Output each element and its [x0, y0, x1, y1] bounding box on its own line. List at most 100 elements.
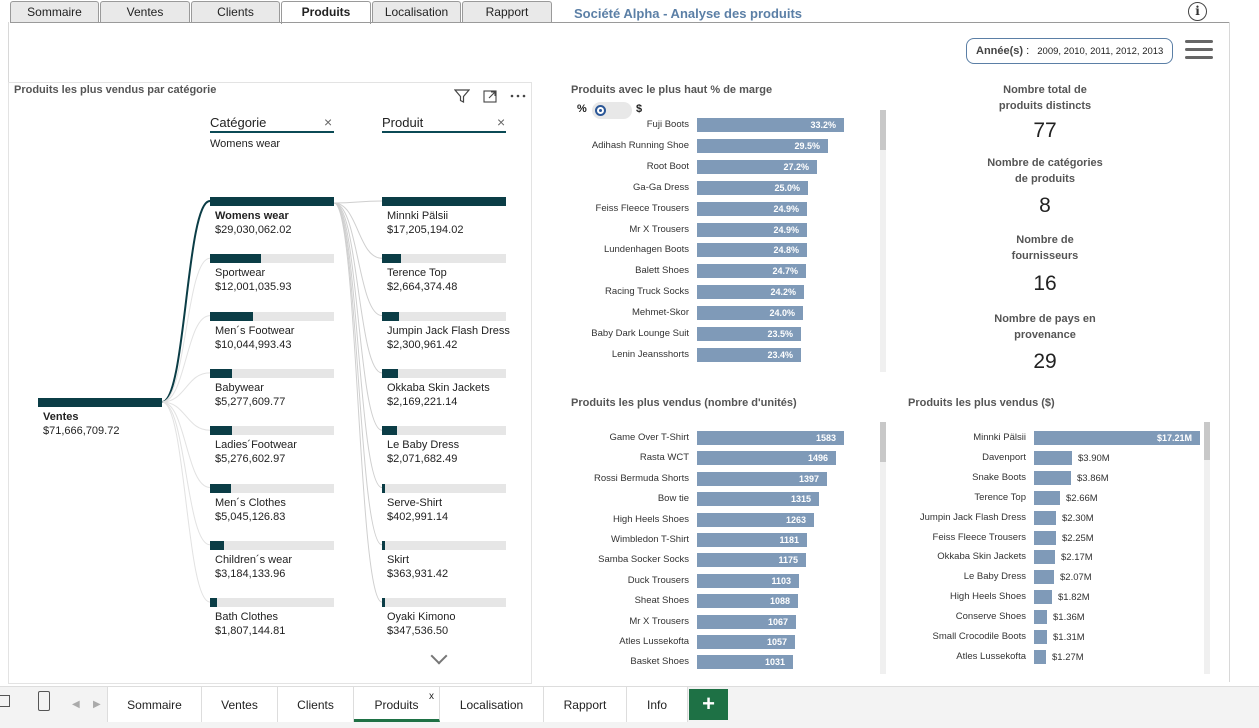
bar[interactable] [697, 138, 828, 153]
bar-value-label: $1.36M [1053, 612, 1085, 624]
product-name: Le Baby Dress [387, 439, 460, 452]
top-tab-ventes[interactable]: Ventes [100, 1, 190, 23]
bar[interactable] [697, 180, 808, 195]
bar[interactable] [1034, 590, 1052, 605]
bar-value-label: 1031 [764, 657, 785, 668]
top-tab-produits[interactable]: Produits [281, 1, 371, 24]
prev-tab-icon[interactable]: ◀ [72, 699, 80, 710]
tree-connectors [161, 200, 383, 603]
bar[interactable] [1034, 490, 1060, 505]
bar[interactable] [1034, 470, 1071, 485]
year-slicer[interactable]: Année(s) : 2009, 2010, 2011, 2012, 2013 [966, 38, 1173, 64]
bar[interactable] [1034, 450, 1072, 465]
bar[interactable] [1034, 610, 1047, 625]
bar[interactable] [697, 347, 801, 362]
bottom-tab-localisation[interactable]: Localisation [440, 687, 544, 722]
level-filter-category: Womens wear [210, 138, 281, 150]
bar-value-label: $1.31M [1053, 632, 1085, 643]
mobile-view-icon[interactable] [38, 691, 50, 711]
bar[interactable] [697, 327, 801, 341]
desktop-view-icon[interactable] [0, 695, 10, 707]
bar[interactable] [1034, 570, 1054, 585]
margin-chart-scroll-thumb[interactable] [880, 110, 886, 150]
bar[interactable] [1034, 510, 1056, 525]
bar[interactable] [697, 573, 799, 588]
top-tab-rapport[interactable]: Rapport [462, 1, 552, 23]
remove-level-product-icon[interactable]: × [497, 114, 506, 130]
close-tab-icon[interactable]: x [429, 691, 434, 702]
top-tab-localisation[interactable]: Localisation [372, 1, 461, 23]
bar[interactable] [1034, 530, 1056, 545]
menu-icon[interactable] [1185, 40, 1213, 60]
bar-value-label: 1181 [779, 535, 799, 545]
bar[interactable] [697, 512, 814, 527]
more-options-icon[interactable] [510, 93, 526, 99]
bar-category-label: Rossi Bermuda Shorts [593, 472, 689, 484]
bar-category-label: Lenin Jeansshorts [611, 348, 689, 360]
sales-chart-scroll-thumb[interactable] [1204, 422, 1210, 460]
category-value: $5,276,602.97 [215, 453, 286, 466]
bar[interactable] [1034, 431, 1200, 445]
focus-mode-icon[interactable] [483, 89, 498, 104]
sales-chart-scrollbar[interactable] [1204, 422, 1210, 674]
bar-category-label: Adihash Running Shoe [591, 139, 689, 151]
info-icon[interactable]: i [1188, 2, 1207, 21]
bottom-tab-produits[interactable]: Produits [354, 687, 440, 722]
units-chart-scrollbar[interactable] [880, 422, 886, 674]
category-bar-track [210, 368, 334, 378]
bar[interactable] [1034, 630, 1047, 644]
bar[interactable] [1034, 550, 1055, 565]
bottom-tab-ventes[interactable]: Ventes [202, 687, 278, 722]
connector [161, 257, 211, 403]
bottom-tab-clients[interactable]: Clients [278, 687, 354, 722]
product-bar-fill [382, 483, 385, 493]
bar-value-label: $1.82M [1058, 592, 1090, 604]
top-tab-clients[interactable]: Clients [191, 1, 280, 23]
bar[interactable] [697, 553, 806, 568]
category-name: Men´s Footwear [215, 324, 295, 337]
bar[interactable] [697, 533, 807, 547]
bar[interactable] [697, 471, 827, 486]
bottom-tab-info[interactable]: Info [627, 687, 688, 722]
filter-icon[interactable] [454, 88, 470, 104]
bar[interactable] [697, 614, 796, 629]
tab-divider [10, 22, 1230, 23]
units-chart-scroll-thumb[interactable] [880, 422, 886, 462]
next-tab-icon[interactable]: ▶ [93, 699, 101, 710]
category-bar-track [210, 311, 334, 321]
bottom-tab-rapport[interactable]: Rapport [544, 687, 627, 722]
product-bar-track [382, 426, 506, 436]
bar[interactable] [697, 492, 819, 507]
product-bar-track [382, 368, 506, 378]
bar[interactable] [697, 243, 807, 258]
category-name: Ladies´Footwear [215, 439, 297, 452]
bar[interactable] [697, 264, 806, 279]
bar[interactable] [697, 431, 844, 445]
remove-level-category-icon[interactable]: × [324, 114, 333, 130]
bar[interactable] [1034, 649, 1046, 664]
level-header-category: Catégorie [210, 115, 267, 130]
category-value: $29,030,062.02 [215, 224, 292, 236]
bar[interactable] [697, 635, 795, 649]
bar[interactable] [697, 451, 836, 466]
bar[interactable] [697, 594, 798, 609]
decomposition-tree: Produits les plus vendus par catégorie C… [8, 82, 532, 684]
category-name: Children´s wear [215, 553, 293, 566]
bar[interactable] [697, 201, 807, 216]
bottom-tab-sommaire[interactable]: Sommaire [107, 687, 202, 722]
margin-chart-scrollbar[interactable] [880, 110, 886, 372]
product-value: $363,931.42 [387, 567, 449, 580]
category-name: Bath Clothes [215, 611, 278, 624]
bar[interactable] [697, 118, 844, 132]
add-page-button[interactable]: + [689, 689, 728, 720]
percent-dollar-toggle[interactable] [592, 102, 632, 119]
bar-category-label: Okkaba Skin Jackets [937, 551, 1026, 563]
bar[interactable] [697, 159, 817, 174]
bar-value-label: 24.2% [770, 287, 796, 298]
bar[interactable] [697, 306, 803, 321]
bar[interactable] [697, 285, 804, 300]
bar[interactable] [697, 222, 807, 237]
top-tab-sommaire[interactable]: Sommaire [10, 1, 99, 23]
connector [333, 202, 383, 431]
bar[interactable] [697, 655, 793, 670]
